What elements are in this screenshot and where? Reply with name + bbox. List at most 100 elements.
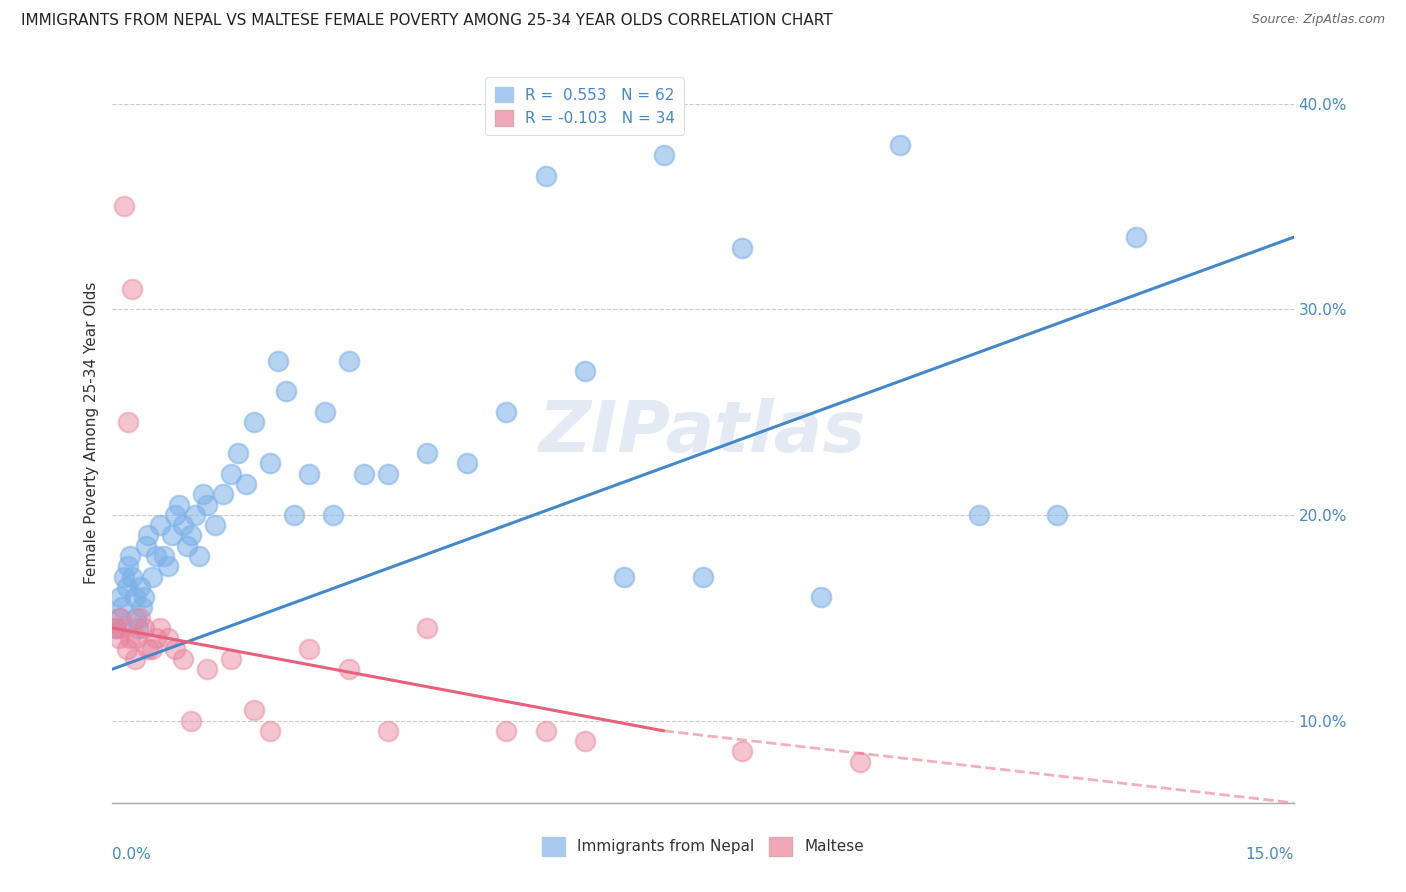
Point — [118, 549, 141, 563]
Point — [534, 723, 557, 738]
Point — [574, 734, 596, 748]
Point — [172, 518, 194, 533]
Point — [416, 621, 439, 635]
Point — [149, 518, 172, 533]
Point — [298, 641, 321, 656]
Point — [136, 528, 159, 542]
Point — [495, 405, 517, 419]
Point — [219, 652, 242, 666]
Point — [112, 199, 135, 213]
Point — [110, 610, 132, 624]
Point — [121, 282, 143, 296]
Text: 0.0%: 0.0% — [112, 847, 152, 863]
Point — [967, 508, 990, 522]
Point — [889, 137, 911, 152]
Point — [115, 580, 138, 594]
Point — [135, 539, 157, 553]
Point — [105, 621, 128, 635]
Point — [195, 662, 218, 676]
Point — [112, 569, 135, 583]
Point — [191, 487, 214, 501]
Point — [298, 467, 321, 481]
Point — [204, 518, 226, 533]
Point — [456, 457, 478, 471]
Point — [1125, 230, 1147, 244]
Point — [111, 600, 134, 615]
Point — [118, 632, 141, 646]
Point — [731, 744, 754, 758]
Point — [149, 621, 172, 635]
Point — [274, 384, 297, 399]
Point — [377, 467, 399, 481]
Point — [124, 590, 146, 604]
Point — [211, 487, 233, 501]
Text: ZIPatlas: ZIPatlas — [540, 398, 866, 467]
Point — [228, 446, 250, 460]
Point — [129, 610, 152, 624]
Legend: Immigrants from Nepal, Maltese: Immigrants from Nepal, Maltese — [536, 831, 870, 862]
Point — [125, 632, 148, 646]
Point — [165, 508, 187, 522]
Point — [534, 169, 557, 183]
Point — [283, 508, 305, 522]
Point — [107, 610, 129, 624]
Point — [172, 652, 194, 666]
Point — [267, 353, 290, 368]
Point — [495, 723, 517, 738]
Point — [141, 641, 163, 656]
Point — [125, 610, 148, 624]
Point — [127, 621, 149, 635]
Point — [613, 569, 636, 583]
Point — [117, 559, 139, 574]
Point — [121, 569, 143, 583]
Point — [259, 723, 281, 738]
Point — [692, 569, 714, 583]
Point — [156, 632, 179, 646]
Point — [145, 549, 167, 563]
Point — [731, 240, 754, 255]
Point — [132, 590, 155, 604]
Point — [141, 569, 163, 583]
Point — [131, 600, 153, 615]
Point — [176, 539, 198, 553]
Point — [184, 508, 207, 522]
Point — [219, 467, 242, 481]
Point — [117, 415, 139, 429]
Point — [107, 632, 129, 646]
Point — [111, 621, 134, 635]
Text: IMMIGRANTS FROM NEPAL VS MALTESE FEMALE POVERTY AMONG 25-34 YEAR OLDS CORRELATIO: IMMIGRANTS FROM NEPAL VS MALTESE FEMALE … — [21, 13, 832, 29]
Point — [180, 528, 202, 542]
Point — [235, 477, 257, 491]
Point — [337, 353, 360, 368]
Point — [322, 508, 344, 522]
Point — [180, 714, 202, 728]
Point — [124, 652, 146, 666]
Point — [195, 498, 218, 512]
Point — [165, 641, 187, 656]
Y-axis label: Female Poverty Among 25-34 Year Olds: Female Poverty Among 25-34 Year Olds — [83, 282, 98, 583]
Point — [314, 405, 336, 419]
Point — [243, 703, 266, 717]
Point — [132, 621, 155, 635]
Point — [160, 528, 183, 542]
Point — [652, 148, 675, 162]
Point — [152, 549, 174, 563]
Point — [110, 590, 132, 604]
Point — [810, 590, 832, 604]
Point — [1046, 508, 1069, 522]
Point — [377, 723, 399, 738]
Point — [129, 580, 152, 594]
Point — [169, 498, 191, 512]
Point — [145, 632, 167, 646]
Point — [105, 621, 128, 635]
Point — [188, 549, 211, 563]
Point — [849, 755, 872, 769]
Point — [353, 467, 375, 481]
Text: 15.0%: 15.0% — [1246, 847, 1294, 863]
Point — [115, 641, 138, 656]
Point — [574, 364, 596, 378]
Point — [136, 641, 159, 656]
Point — [416, 446, 439, 460]
Point — [259, 457, 281, 471]
Point — [156, 559, 179, 574]
